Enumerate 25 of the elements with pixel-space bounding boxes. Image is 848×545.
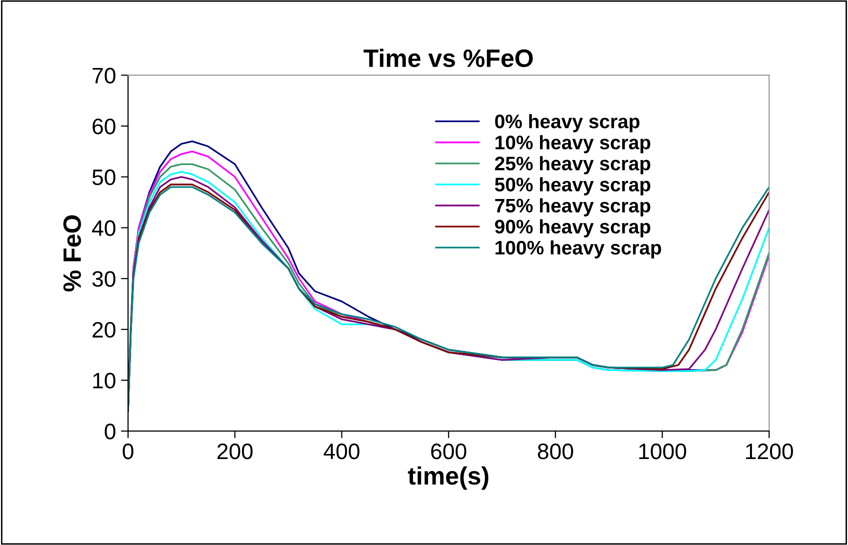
y-tick-label: 0: [104, 424, 116, 440]
legend-label: 75% heavy scrap: [495, 198, 650, 216]
chart-title: Time vs %FeO: [364, 48, 533, 68]
y-tick-label: 70: [92, 68, 116, 84]
y-tick-label: 60: [92, 118, 116, 134]
y-axis-title: % FeO: [63, 215, 82, 292]
legend-label: 25% heavy scrap: [495, 156, 650, 174]
legend-label: 90% heavy scrap: [495, 219, 650, 238]
y-tick-label: 30: [92, 271, 116, 287]
x-tick-label: 1200: [746, 443, 793, 460]
x-axis-title: time(s): [408, 466, 488, 490]
legend-label: 50% heavy scrap: [494, 177, 650, 196]
y-tick-label: 40: [92, 220, 116, 236]
legend-label: 100% heavy scrap: [496, 240, 662, 258]
legend-label: 0% heavy scrap: [495, 114, 640, 132]
legend-label: 10% heavy scrap: [496, 135, 650, 154]
x-tick-label: 200: [217, 443, 253, 460]
y-tick-label: 50: [92, 169, 116, 186]
x-tick-label: 0: [122, 443, 134, 460]
x-tick-label: 800: [538, 443, 574, 460]
x-tick-label: 600: [431, 443, 466, 460]
x-tick-label: 400: [324, 443, 360, 460]
y-tick-label: 20: [92, 322, 116, 338]
y-tick-label: 10: [93, 372, 116, 389]
x-tick-label: 1000: [639, 443, 686, 460]
